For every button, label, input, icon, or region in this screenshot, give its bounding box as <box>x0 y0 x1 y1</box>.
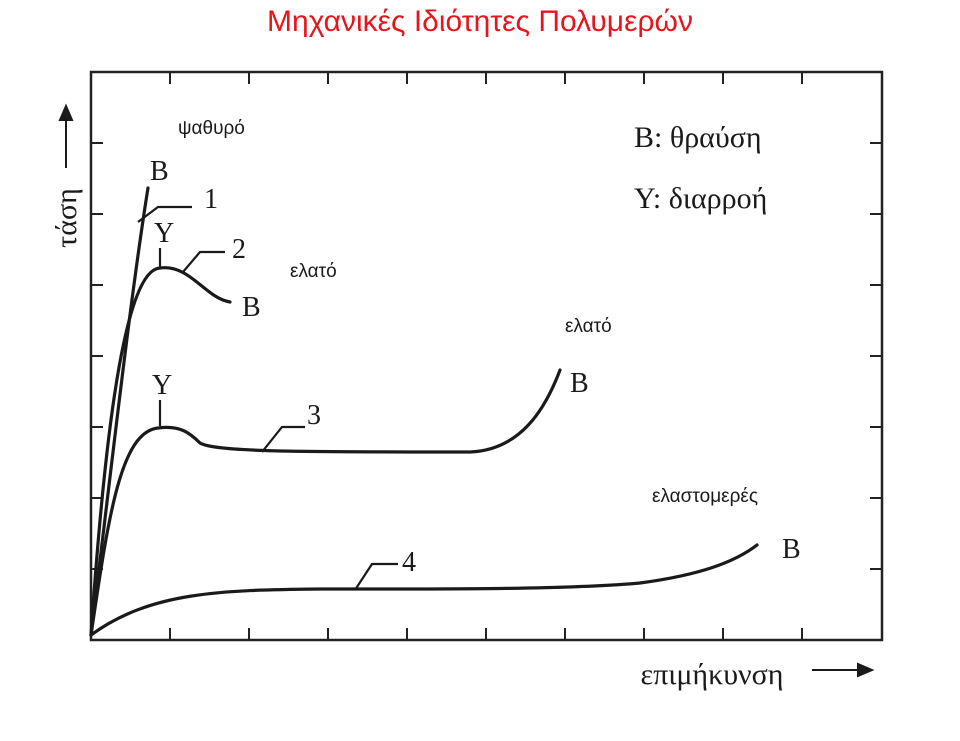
break-marker-3: B <box>570 368 589 399</box>
yield-marker-2: Y <box>152 370 172 401</box>
break-marker-4: B <box>782 534 801 565</box>
x-axis-label: επιμήκυνση <box>641 658 784 691</box>
curve-2-ductile <box>89 266 232 637</box>
x-ticks-top <box>169 72 803 84</box>
break-marker-2: B <box>242 292 261 323</box>
curve-4-elastomer <box>89 543 759 637</box>
plot-frame <box>89 70 884 642</box>
leader-4 <box>354 562 398 591</box>
curve-1-brittle <box>89 186 150 637</box>
curve-4-label: 4 <box>402 547 416 578</box>
x-ticks <box>169 628 803 640</box>
type-ductile-label-1: ελατό <box>290 261 337 282</box>
legend-break: B: θραύση <box>634 121 762 154</box>
legend-yield: Y: διαρροή <box>634 182 767 215</box>
curve-2-label: 2 <box>232 234 246 265</box>
x-axis-arrow-icon <box>857 662 875 678</box>
leader-2 <box>182 250 225 273</box>
y-axis-label: τάση <box>50 188 83 248</box>
curve-3-ductile <box>89 368 562 637</box>
yield-marker-1: Y <box>154 218 174 249</box>
curve-1-label: 1 <box>204 184 218 215</box>
leader-1 <box>137 205 192 223</box>
break-marker-1: B <box>150 156 169 187</box>
curve-3-label: 3 <box>307 400 321 431</box>
type-elastomer-label: ελαστομερές <box>652 486 758 507</box>
slide-title: Μηχανικές Ιδιότητες Πολυμερών <box>267 5 693 38</box>
type-ductile-label-2: ελατό <box>565 316 612 337</box>
leader-3 <box>261 425 305 453</box>
y-ticks-right <box>870 142 882 570</box>
type-brittle-label: ψαθυρό <box>178 118 245 139</box>
y-axis-arrow-icon <box>58 103 74 121</box>
